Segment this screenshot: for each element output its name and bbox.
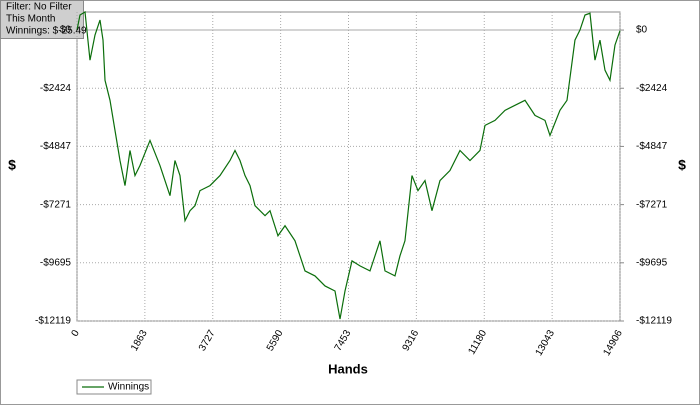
info-box — [0, 0, 84, 39]
info-line: Filter: No Filter — [6, 2, 72, 13]
y2-tick-label: -$7271 — [636, 199, 668, 210]
legend — [76, 379, 152, 395]
y2-tick-label: -$4847 — [636, 141, 668, 152]
y-tick-label: -$2424 — [40, 83, 72, 94]
y-tick-label: -$4847 — [40, 141, 72, 152]
y-tick-label: -$12119 — [35, 316, 71, 327]
info-line: Winnings: $-25.49 — [6, 26, 87, 37]
y-tick-label: $0 — [60, 25, 72, 36]
line-series — [76, 11, 621, 320]
x-axis-label: Hands — [328, 361, 368, 376]
y-axis-label: $ — [8, 157, 16, 173]
info-background — [0, 0, 84, 39]
y2-tick-label: -$12119 — [636, 316, 672, 327]
y2-axis-label: $ — [678, 157, 686, 173]
y2-tick-label: -$9695 — [636, 257, 668, 268]
y2-tick-label: -$2424 — [636, 83, 668, 94]
y2-tick-label: $0 — [636, 25, 648, 36]
x-tick-label: 0 — [70, 328, 83, 339]
legend-label: Winnings — [108, 382, 149, 393]
info-line: This Month — [6, 14, 55, 25]
y-tick-label: -$9695 — [40, 257, 72, 268]
y-tick-label: -$7271 — [40, 199, 72, 210]
